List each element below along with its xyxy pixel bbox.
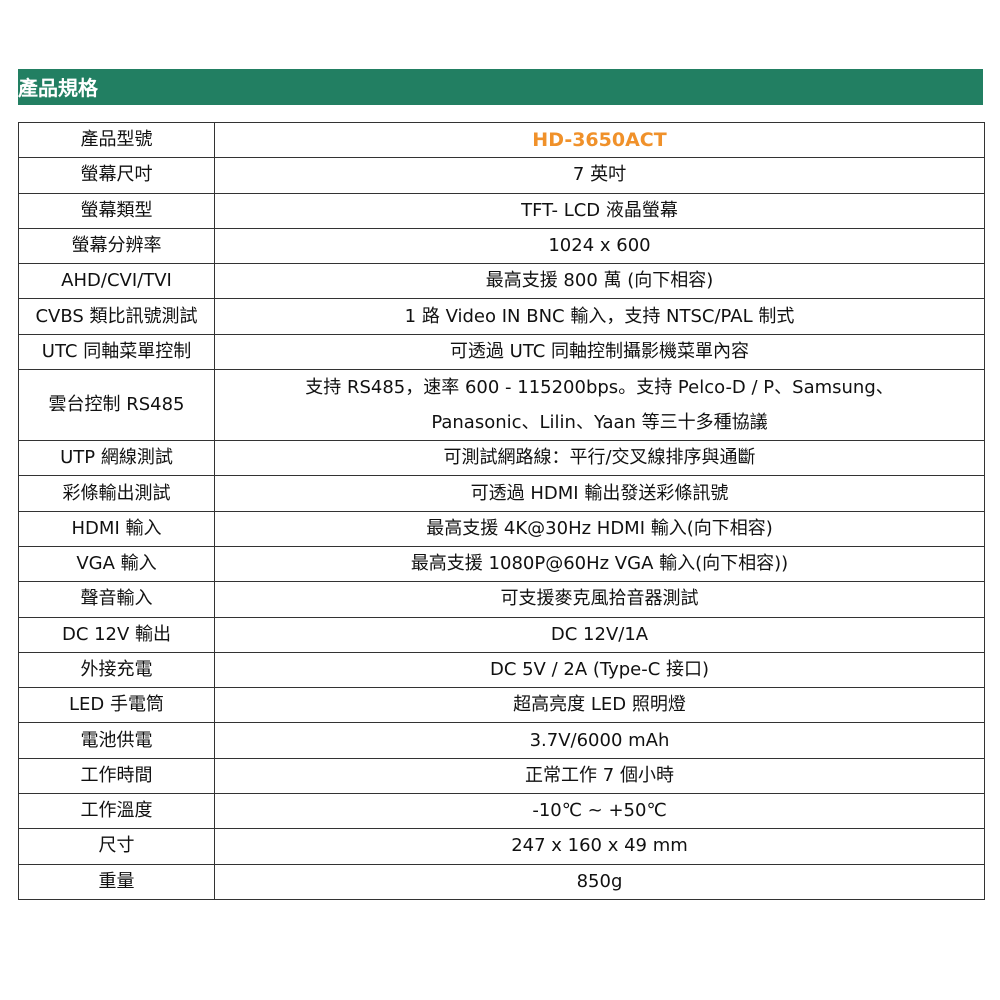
spec-label: 聲音輸入 bbox=[18, 581, 215, 618]
spec-value-line: 支持 RS485，速率 600 - 115200bps。支持 Pelco-D /… bbox=[305, 377, 894, 399]
spec-row: 聲音輸入 可支援麥克風拾音器測試 bbox=[18, 581, 985, 618]
spec-label: 螢幕類型 bbox=[18, 192, 215, 229]
spec-value: 7 英吋 bbox=[214, 157, 985, 194]
spec-label: 外接充電 bbox=[18, 651, 215, 689]
spec-label: 工作時間 bbox=[18, 757, 215, 795]
spec-value-line: Panasonic、Lilin、Yaan 等三十多種協議 bbox=[431, 412, 768, 434]
spec-row: DC 12V 輸出 DC 12V/1A bbox=[18, 616, 985, 653]
spec-value: 可透過 HDMI 輸出發送彩條訊號 bbox=[214, 475, 985, 512]
spec-value: 可支援麥克風拾音器測試 bbox=[214, 581, 985, 618]
spec-value: 超高亮度 LED 照明燈 bbox=[214, 687, 985, 724]
spec-row: UTC 同軸菜單控制 可透過 UTC 同軸控制攝影機菜單內容 bbox=[18, 333, 985, 371]
spec-value: 可透過 UTC 同軸控制攝影機菜單內容 bbox=[214, 333, 985, 371]
spec-row: 螢幕類型 TFT- LCD 液晶螢幕 bbox=[18, 192, 985, 229]
spec-row: 產品型號 HD-3650ACT bbox=[18, 121, 985, 159]
spec-row: LED 手電筒 超高亮度 LED 照明燈 bbox=[18, 687, 985, 724]
spec-row: 尺寸 247 x 160 x 49 mm bbox=[18, 828, 985, 865]
spec-row: 螢幕分辨率 1024 x 600 bbox=[18, 227, 985, 265]
spec-row: UTP 網線測試 可測試網路線：平行/交叉線排序與通斷 bbox=[18, 440, 985, 477]
spec-value: DC 12V/1A bbox=[214, 616, 985, 653]
spec-label: DC 12V 輸出 bbox=[18, 616, 215, 653]
spec-value: 最高支援 4K@30Hz HDMI 輸入(向下相容) bbox=[214, 510, 985, 547]
spec-row: 工作溫度 -10℃ ~ +50℃ bbox=[18, 793, 985, 830]
spec-label: UTP 網線測試 bbox=[18, 440, 215, 477]
spec-row: 螢幕尺吋 7 英吋 bbox=[18, 157, 985, 194]
spec-label: 彩條輸出測試 bbox=[18, 475, 215, 512]
spec-table: 產品型號 HD-3650ACT 螢幕尺吋 7 英吋 螢幕類型 TFT- LCD 液晶螢幕螢… bbox=[18, 121, 985, 900]
section-title-bar: 產品規格 bbox=[18, 69, 983, 105]
spec-value: 3.7V/6000 mAh bbox=[214, 722, 985, 759]
spec-row: AHD/CVI/TVI 最高支援 800 萬 (向下相容) bbox=[18, 263, 985, 300]
spec-value: 1 路 Video IN BNC 輸入，支持 NTSC/PAL 制式 bbox=[214, 298, 985, 335]
spec-label: 尺寸 bbox=[18, 828, 215, 865]
spec-label: UTC 同軸菜單控制 bbox=[18, 333, 215, 371]
spec-label: 雲台控制 RS485 bbox=[18, 369, 215, 442]
section-title: 產品規格 bbox=[18, 76, 98, 100]
spec-value: 可測試網路線：平行/交叉線排序與通斷 bbox=[214, 440, 985, 477]
spec-label: 螢幕尺吋 bbox=[18, 157, 215, 194]
spec-row: VGA 輸入 最高支援 1080P@60Hz VGA 輸入(向下相容)) bbox=[18, 545, 985, 583]
spec-row: 工作時間 正常工作 7 個小時 bbox=[18, 757, 985, 795]
spec-value: 最高支援 800 萬 (向下相容) bbox=[214, 263, 985, 300]
spec-label: AHD/CVI/TVI bbox=[18, 263, 215, 300]
spec-label: 螢幕分辨率 bbox=[18, 227, 215, 265]
spec-value: 正常工作 7 個小時 bbox=[214, 757, 985, 795]
spec-label: CVBS 類比訊號測試 bbox=[18, 298, 215, 335]
spec-value: TFT- LCD 液晶螢幕 bbox=[214, 192, 985, 229]
spec-value: 850g bbox=[214, 863, 985, 900]
spec-value: 最高支援 1080P@60Hz VGA 輸入(向下相容)) bbox=[214, 545, 985, 583]
spec-row: 外接充電 DC 5V / 2A (Type-C 接口) bbox=[18, 651, 985, 689]
spec-row: 重量 850g bbox=[18, 863, 985, 900]
spec-row: CVBS 類比訊號測試 1 路 Video IN BNC 輸入，支持 NTSC/P… bbox=[18, 298, 985, 335]
spec-row: 雲台控制 RS485 支持 RS485，速率 600 - 115200bps。支持… bbox=[18, 369, 985, 442]
spec-row: 彩條輸出測試 可透過 HDMI 輸出發送彩條訊號 bbox=[18, 475, 985, 512]
spec-value: 247 x 160 x 49 mm bbox=[214, 828, 985, 865]
spec-label: 產品型號 bbox=[18, 121, 215, 159]
spec-label: 重量 bbox=[18, 863, 215, 900]
spec-value: DC 5V / 2A (Type-C 接口) bbox=[214, 651, 985, 689]
spec-row: HDMI 輸入 最高支援 4K@30Hz HDMI 輸入(向下相容) bbox=[18, 510, 985, 547]
spec-value: 支持 RS485，速率 600 - 115200bps。支持 Pelco-D /… bbox=[214, 369, 985, 442]
spec-value: 1024 x 600 bbox=[214, 227, 985, 265]
spec-label: 電池供電 bbox=[18, 722, 215, 759]
spec-label: VGA 輸入 bbox=[18, 545, 215, 583]
spec-label: 工作溫度 bbox=[18, 793, 215, 830]
spec-row: 電池供電 3.7V/6000 mAh bbox=[18, 722, 985, 759]
spec-label: LED 手電筒 bbox=[18, 687, 215, 724]
model-number: HD-3650ACT bbox=[214, 121, 985, 159]
spec-label: HDMI 輸入 bbox=[18, 510, 215, 547]
spec-value: -10℃ ~ +50℃ bbox=[214, 793, 985, 830]
